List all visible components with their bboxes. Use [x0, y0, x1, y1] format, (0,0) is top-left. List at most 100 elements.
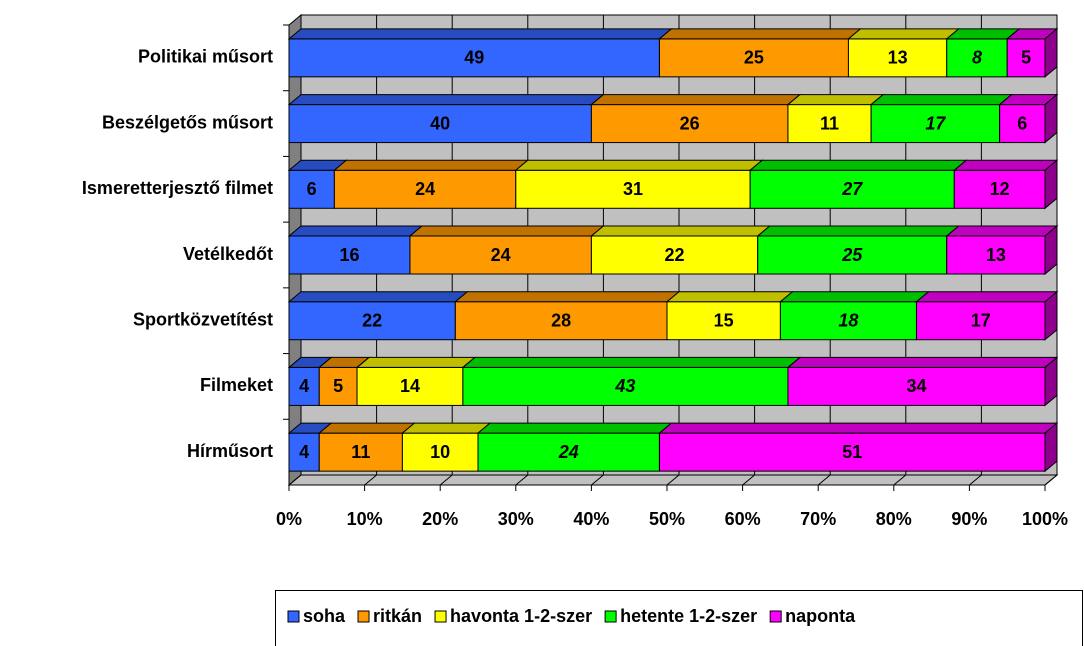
bar-segment: 12	[952, 159, 1059, 210]
bar	[454, 301, 668, 341]
data-label: 49	[464, 48, 484, 68]
x-tick-label: 0%	[276, 509, 302, 529]
grid-line	[439, 474, 453, 486]
bar	[462, 366, 789, 406]
data-label: 27	[841, 179, 863, 199]
bar-top	[779, 291, 930, 303]
bar-segment: 43	[461, 356, 802, 406]
grid-line	[969, 474, 982, 486]
bar-segment: 6	[287, 159, 348, 209]
legend-swatch	[357, 610, 370, 623]
bar-segment: 10	[401, 422, 492, 472]
bar-segment: 40	[287, 94, 605, 144]
bar	[658, 432, 1046, 472]
bar-segment: 5	[1005, 27, 1059, 78]
bar-top	[355, 356, 477, 368]
data-label: 5	[1021, 48, 1031, 68]
bar-top	[401, 422, 492, 434]
bar-top	[748, 159, 968, 171]
bar-top	[945, 225, 1059, 237]
bar-top	[952, 159, 1059, 171]
bar-segment: 22	[287, 291, 469, 341]
grid-line	[817, 474, 831, 486]
y-tick-label: Politikai műsort	[138, 47, 273, 67]
bar	[590, 104, 789, 144]
data-label: 13	[986, 245, 1006, 265]
bar-segment: 11	[786, 94, 885, 144]
x-tick-label: 40%	[573, 509, 609, 529]
x-tick-label: 100%	[1022, 509, 1068, 529]
bar	[288, 235, 411, 275]
bar-top	[786, 94, 885, 106]
bar-segment: 16	[287, 225, 424, 275]
bar-top	[476, 422, 673, 434]
data-label: 22	[362, 310, 382, 330]
data-label: 6	[307, 179, 317, 199]
bar-side	[1044, 422, 1058, 473]
y-tick-label: Filmeket	[200, 375, 273, 395]
bar-top	[590, 94, 802, 106]
bar-segment: 15	[665, 291, 794, 341]
bar-segment: 11	[317, 422, 416, 472]
bar-top	[332, 159, 530, 171]
bar-segment: 18	[779, 291, 930, 341]
data-label: 26	[680, 113, 700, 133]
bar	[779, 301, 917, 341]
data-label: 18	[838, 310, 858, 330]
bar	[658, 38, 849, 78]
bar-top	[317, 422, 416, 434]
grid-line	[288, 474, 302, 486]
data-label: 15	[714, 310, 734, 330]
bar-top	[915, 291, 1059, 303]
bar-top	[658, 28, 862, 40]
bar	[1006, 38, 1046, 78]
y-tick-label: Sportközvetítést	[133, 309, 273, 329]
x-tick-label: 20%	[422, 509, 458, 529]
bar-segment: 22	[590, 225, 772, 275]
bar-segment: 24	[476, 422, 673, 472]
bar-segment: 31	[514, 159, 764, 209]
bar	[787, 366, 1046, 406]
bar	[356, 366, 464, 406]
legend-swatch	[434, 610, 447, 623]
data-label: 40	[430, 113, 450, 133]
bar-segment: 24	[408, 225, 605, 275]
grid-line	[591, 474, 604, 486]
data-label: 31	[623, 179, 643, 199]
bar	[401, 432, 479, 472]
data-label: 6	[1017, 113, 1027, 133]
grid-line	[1044, 474, 1058, 486]
legend-swatch	[287, 610, 300, 623]
grid-line	[893, 474, 907, 486]
grid-line	[742, 474, 755, 486]
bar	[333, 169, 517, 209]
bar-top	[287, 225, 424, 237]
bar	[749, 169, 955, 209]
legend-label: hetente 1-2-szer	[620, 606, 757, 626]
bar-top	[658, 422, 1059, 434]
x-tick-label: 10%	[347, 509, 383, 529]
bar-side	[1044, 159, 1058, 210]
legend-box	[275, 590, 1083, 646]
bar-side	[1044, 224, 1058, 276]
bar-top	[408, 225, 605, 237]
y-tick-label: Ismeretterjesztő filmet	[82, 178, 273, 198]
x-tick-label: 90%	[951, 509, 987, 529]
bar-side	[1044, 93, 1058, 144]
grid-line	[515, 474, 529, 486]
bar-top	[453, 291, 681, 303]
bar-segment: 27	[748, 159, 968, 209]
data-label: 22	[665, 245, 685, 265]
data-label: 17	[971, 310, 991, 330]
y-tick-label: Hírműsort	[187, 441, 273, 461]
bar-segment: 26	[590, 94, 802, 144]
bar-top	[847, 28, 961, 40]
data-label: 17	[925, 113, 946, 133]
bar	[946, 235, 1046, 275]
bar-segment: 13	[945, 224, 1059, 276]
bar-top	[287, 94, 605, 106]
bar	[946, 38, 1008, 78]
data-label: 24	[558, 442, 579, 462]
bar-segment: 17	[869, 94, 1014, 144]
